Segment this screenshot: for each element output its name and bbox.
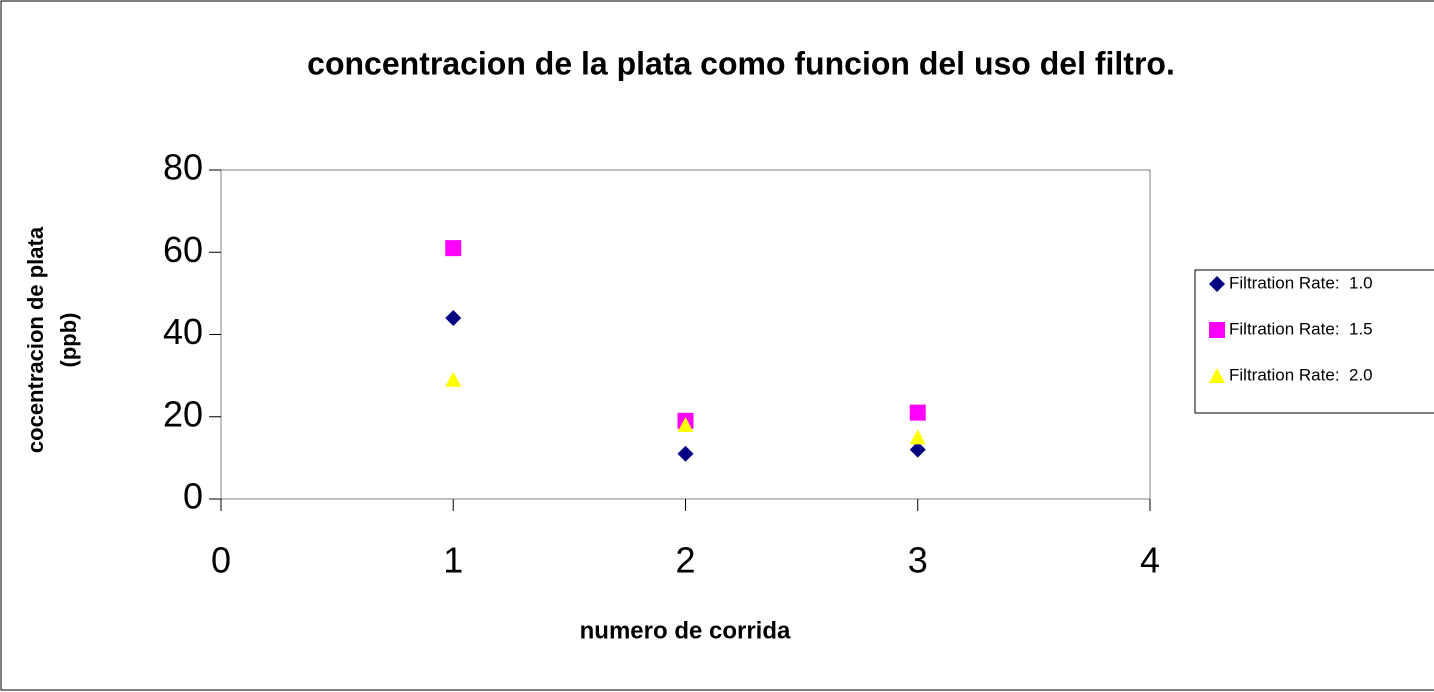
x-tick-label: 2 (675, 540, 695, 581)
y-tick-label: 80 (163, 147, 203, 188)
y-tick-label: 20 (163, 393, 203, 434)
legend-label: Filtration Rate: 1.5 (1229, 319, 1373, 338)
point (445, 310, 462, 327)
point (909, 441, 926, 458)
legend-marker (1209, 368, 1225, 383)
x-axis-label: numero de corrida (580, 617, 791, 644)
legend-label: Filtration Rate: 1.0 (1229, 273, 1373, 292)
legend-marker (1209, 276, 1225, 292)
plot-area (220, 169, 1151, 500)
x-tick-label: 4 (1140, 540, 1160, 581)
x-tick-label: 0 (211, 540, 231, 581)
y-tick-label: 0 (183, 476, 203, 517)
y-axis-label: (ppb) (56, 313, 81, 368)
point (909, 429, 926, 445)
x-tick-label: 1 (443, 540, 463, 581)
legend-box (1194, 269, 1434, 414)
point (677, 416, 694, 432)
y-tick-label: 40 (163, 311, 203, 352)
y-axis-label: cocentracion de plata (23, 226, 48, 453)
y-tick-label: 60 (163, 229, 203, 270)
point (677, 445, 694, 462)
chart-title: concentracion de la plata como funcion d… (307, 45, 1175, 81)
legend-label: Filtration Rate: 2.0 (1229, 365, 1373, 384)
x-tick-label: 3 (908, 540, 928, 581)
point (445, 371, 462, 387)
point (445, 240, 462, 257)
legend-marker (1209, 322, 1225, 338)
point (909, 404, 926, 421)
